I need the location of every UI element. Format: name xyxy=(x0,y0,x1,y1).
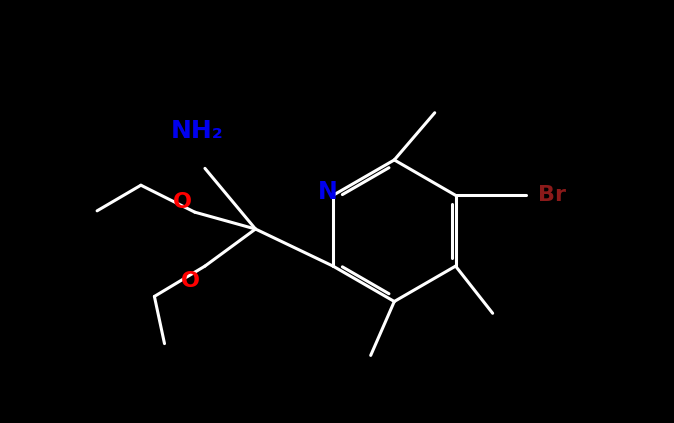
Text: O: O xyxy=(173,192,192,212)
Text: N: N xyxy=(317,180,338,204)
Text: NH₂: NH₂ xyxy=(171,119,223,143)
Text: O: O xyxy=(181,271,200,291)
Text: Br: Br xyxy=(538,185,566,205)
